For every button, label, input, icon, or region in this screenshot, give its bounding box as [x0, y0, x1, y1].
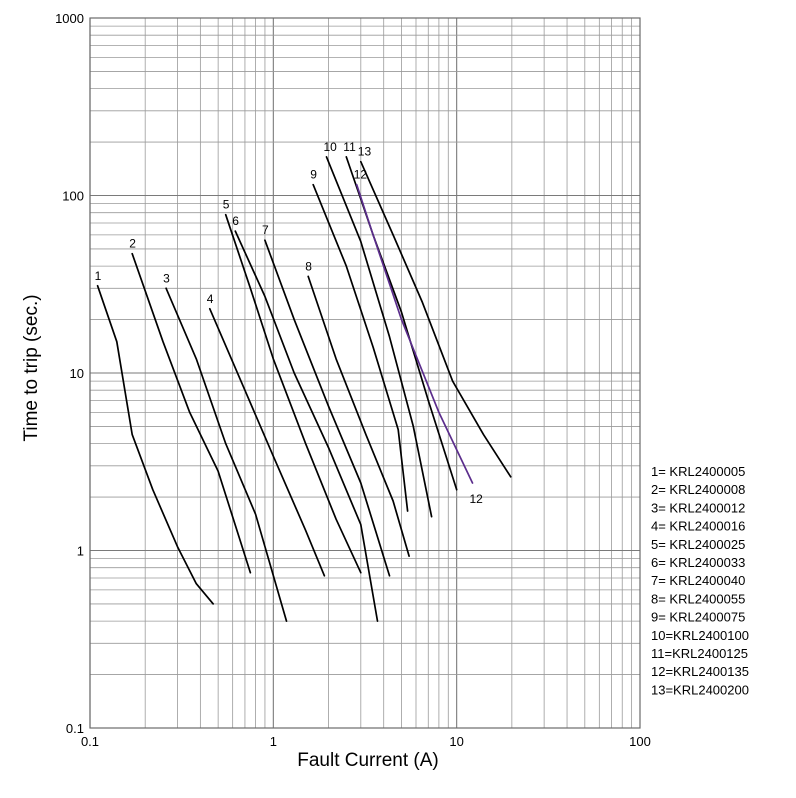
curve-label-13: 13: [358, 145, 372, 159]
curve-label-9: 9: [310, 168, 317, 182]
curve-label-3: 3: [163, 271, 170, 285]
legend-item: 7= KRL2400040: [651, 573, 745, 588]
y-axis-label: Time to trip (sec.): [21, 294, 42, 441]
legend-item: 12=KRL2400135: [651, 664, 749, 679]
x-tick-label: 1: [270, 734, 277, 749]
curve-label-7: 7: [262, 223, 269, 237]
y-tick-label: 1000: [55, 11, 84, 26]
y-tick-label: 100: [62, 189, 84, 204]
curve-label-12-end: 12: [469, 492, 483, 506]
x-tick-label: 100: [629, 734, 651, 749]
curve-6: [234, 230, 379, 622]
legend-item: 10=KRL2400100: [651, 628, 749, 643]
curve-7: [264, 239, 391, 577]
x-tick-label: 0.1: [81, 734, 99, 749]
curve-label-4: 4: [207, 292, 214, 306]
legend: 1= KRL2400005 2= KRL2400008 3= KRL2400012 4…: [651, 464, 749, 697]
legend-item: 6= KRL2400033: [651, 555, 745, 570]
curve-label-11: 11: [343, 140, 356, 154]
legend-item: 4= KRL2400016: [651, 519, 745, 534]
curve-label-2: 2: [129, 237, 136, 251]
legend-item: 8= KRL2400055: [651, 591, 745, 606]
curve-13: [359, 160, 512, 478]
y-tick-label: 1: [77, 544, 84, 559]
curve-5: [224, 213, 362, 574]
legend-item: 1= KRL2400005: [651, 464, 745, 479]
curve-2: [131, 252, 252, 574]
curve-label-1: 1: [95, 269, 102, 283]
y-tick-label: 10: [70, 366, 84, 381]
grid: [89, 18, 640, 729]
y-tick-label: 0.1: [66, 721, 84, 736]
x-tick-labels: 0.1 1 10 100: [81, 734, 651, 749]
curve-label-6: 6: [232, 214, 239, 228]
series-group: [96, 156, 512, 622]
x-axis-label: Fault Current (A): [297, 750, 438, 771]
legend-item: 3= KRL2400012: [651, 500, 745, 515]
curve-9: [312, 183, 409, 512]
curve-1: [96, 284, 215, 605]
curve-label-8: 8: [305, 259, 312, 273]
plot-frame: [89, 17, 641, 729]
curve-10: [325, 156, 433, 518]
legend-item: 11=KRL2400125: [651, 646, 748, 661]
curve-label-12: 12: [354, 168, 368, 182]
curve-8: [307, 275, 410, 557]
x-tick-label: 10: [449, 734, 463, 749]
legend-item: 5= KRL2400025: [651, 537, 745, 552]
legend-item: 2= KRL2400008: [651, 482, 745, 497]
curve-12: [355, 183, 474, 484]
legend-item: 13=KRL2400200: [651, 682, 749, 697]
curve-3: [165, 287, 288, 622]
plot-border: [89, 17, 641, 729]
curve-label-5: 5: [223, 198, 230, 212]
y-tick-labels: 0.1 1 10 100 1000: [55, 11, 84, 736]
curve-label-10: 10: [324, 140, 338, 154]
curve-4: [208, 307, 326, 577]
legend-item: 9= KRL2400075: [651, 610, 745, 625]
